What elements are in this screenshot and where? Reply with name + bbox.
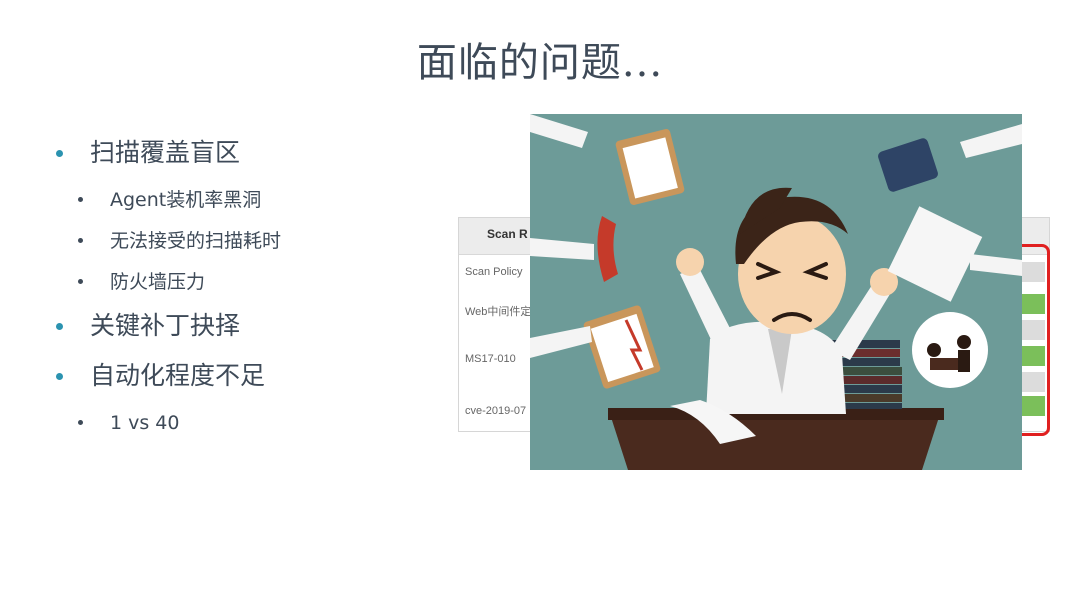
status-cell [1019, 372, 1045, 392]
sub-bullet-item: Agent装机率黑洞 [78, 188, 456, 212]
scan-row: cve-2019-07 [465, 405, 527, 417]
slide-title: 面临的问题... [416, 40, 664, 86]
status-cell [1019, 396, 1045, 416]
sub-bullet-item: 1 vs 40 [78, 411, 456, 435]
sub-bullet-item: 无法接受的扫描耗时 [78, 229, 456, 253]
bullet-dot-icon [56, 150, 63, 157]
illustration-svg [530, 114, 1022, 470]
bullet-list: 扫描覆盖盲区 Agent装机率黑洞 无法接受的扫描耗时 防火墙压力 关键补丁抉择… [56, 138, 456, 452]
scan-row: MS17-010 [465, 353, 516, 365]
highlight-box [1011, 244, 1050, 436]
bullet-dot-icon [56, 323, 63, 330]
bullet-dot-icon [78, 420, 83, 425]
bullet-dot-icon [78, 197, 83, 202]
bullet-item: 自动化程度不足 [56, 361, 456, 391]
sub-bullet-text: Agent装机率黑洞 [110, 189, 262, 211]
sub-bullet-text: 1 vs 40 [110, 412, 180, 434]
stressed-worker-illustration [530, 114, 1022, 470]
bullet-item: 关键补丁抉择 [56, 311, 456, 341]
bullet-text: 自动化程度不足 [90, 361, 266, 390]
sub-bullet-text: 防火墙压力 [110, 271, 206, 293]
scan-row: Scan Policy [465, 266, 523, 278]
bullet-text: 关键补丁抉择 [90, 311, 241, 340]
status-cell [1019, 320, 1045, 340]
bullet-item: 扫描覆盖盲区 [56, 138, 456, 168]
bullet-dot-icon [56, 373, 63, 380]
scan-report-title: Scan R [487, 227, 528, 241]
status-cell [1019, 294, 1045, 314]
status-cell [1019, 262, 1045, 282]
status-cell [1019, 346, 1045, 366]
bullet-text: 扫描覆盖盲区 [90, 138, 241, 167]
bullet-dot-icon [78, 279, 83, 284]
sub-bullet-text: 无法接受的扫描耗时 [110, 230, 282, 252]
bullet-dot-icon [78, 238, 83, 243]
sub-bullet-item: 防火墙压力 [78, 270, 456, 294]
scan-row: Web中间件定 [465, 306, 532, 318]
